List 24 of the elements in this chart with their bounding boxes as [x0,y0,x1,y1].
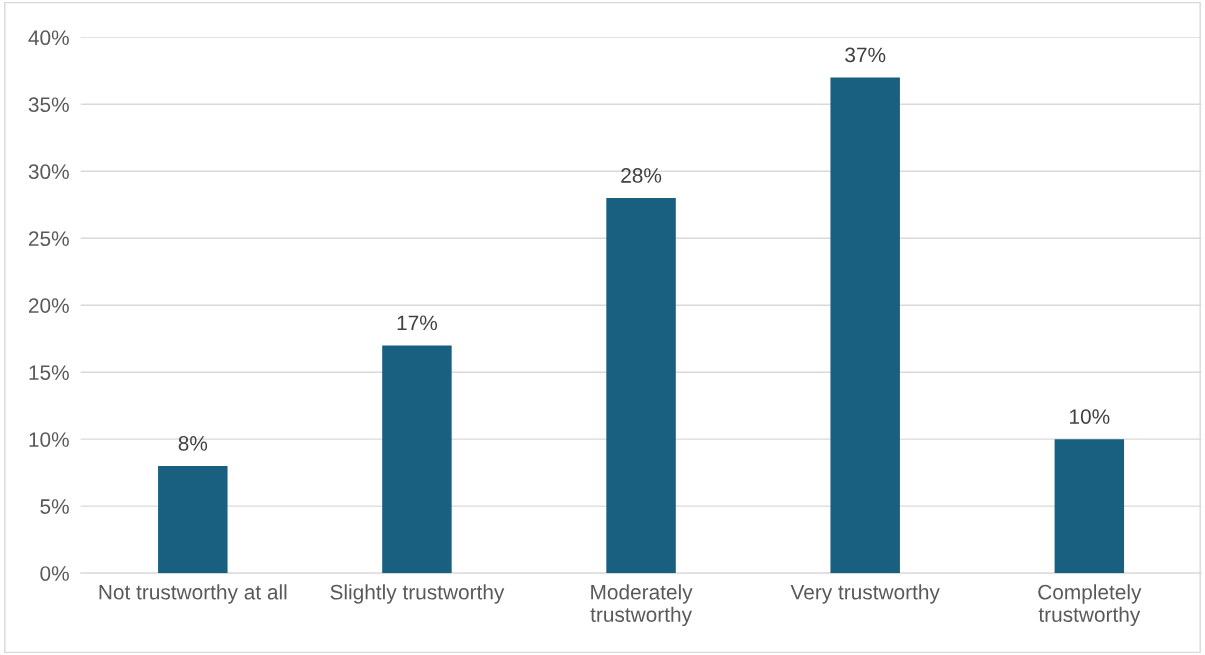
bar [830,77,900,574]
bar [382,345,452,574]
bar [158,465,228,574]
y-tick-label: 20% [28,298,69,313]
y-tick-label: 0% [40,566,69,581]
y-tick-label: 40% [28,30,69,46]
data-label: 17% [397,315,438,331]
y-tick-label: 35% [28,97,69,113]
data-label: 37% [845,47,886,63]
y-tick-label: 15% [29,365,69,380]
x-tick-label: Completely trustworthy [1038,584,1142,627]
data-label: 8% [178,435,208,451]
y-tick-label: 25% [28,231,69,247]
y-tick-label: 10% [29,432,69,447]
data-label: 28% [621,168,662,183]
bar [606,198,676,574]
x-tick-label: Not trustworthy at all [99,584,287,604]
data-label: 10% [1070,409,1110,424]
y-tick-label: 30% [28,164,69,180]
bar [1054,439,1125,574]
x-tick-label: Moderately trustworthy [590,584,693,627]
x-tick-label: Very trustworthy [790,584,940,604]
y-tick-label: 5% [40,499,69,514]
x-tick-label: Slightly trustworthy [330,584,505,604]
